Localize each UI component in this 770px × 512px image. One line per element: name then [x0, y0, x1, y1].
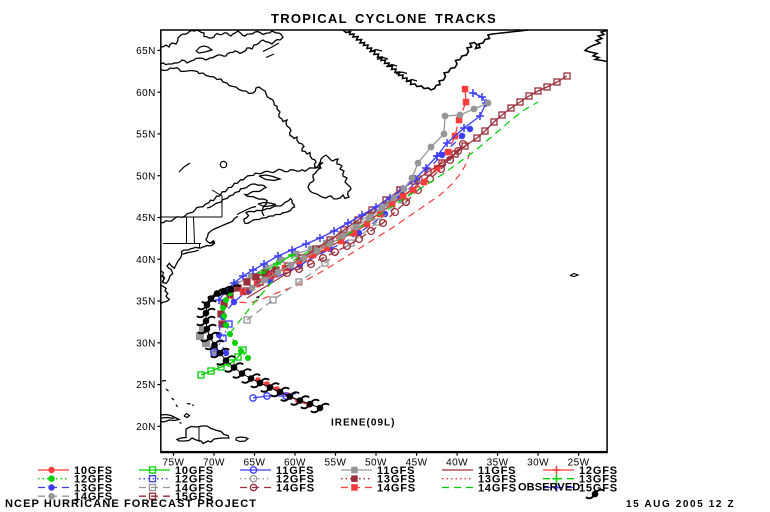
svg-text:45W: 45W	[406, 458, 428, 469]
svg-text:13GFS: 13GFS	[579, 474, 618, 486]
svg-text:15GFS: 15GFS	[175, 491, 214, 503]
svg-text:14GFS: 14GFS	[478, 482, 517, 494]
svg-text:12GFS: 12GFS	[175, 474, 214, 486]
svg-text:11GFS: 11GFS	[478, 465, 516, 477]
svg-text:10GFS: 10GFS	[74, 465, 113, 477]
svg-text:IRENE(09L): IRENE(09L)	[331, 418, 395, 429]
svg-text:14GFS: 14GFS	[276, 482, 315, 494]
svg-text:14GFS: 14GFS	[74, 491, 113, 503]
svg-text:50N: 50N	[136, 171, 156, 182]
svg-text:14GFS: 14GFS	[175, 482, 214, 494]
svg-text:OBSERVED: OBSERVED	[518, 482, 580, 494]
svg-text:TROPICAL CYCLONE TRACKS: TROPICAL CYCLONE TRACKS	[271, 11, 497, 26]
svg-text:65N: 65N	[136, 46, 156, 57]
svg-text:15GFS: 15GFS	[579, 482, 618, 494]
svg-text:60N: 60N	[136, 88, 156, 99]
svg-text:13GFS: 13GFS	[478, 474, 517, 486]
svg-text:35W: 35W	[487, 458, 509, 469]
svg-text:70W: 70W	[203, 458, 225, 469]
svg-text:NCEP HURRICANE FORECAST PROJEC: NCEP HURRICANE FORECAST PROJECT	[5, 498, 257, 510]
svg-text:14GFS: 14GFS	[377, 482, 416, 494]
svg-text:12GFS: 12GFS	[579, 465, 618, 477]
svg-text:11GFS: 11GFS	[377, 465, 415, 477]
svg-text:12GFS: 12GFS	[74, 474, 113, 486]
svg-text:65W: 65W	[244, 458, 266, 469]
svg-text:11GFS: 11GFS	[276, 465, 314, 477]
svg-text:30N: 30N	[136, 338, 156, 349]
svg-text:60W: 60W	[284, 458, 306, 469]
svg-text:25W: 25W	[568, 458, 590, 469]
svg-text:55N: 55N	[136, 130, 156, 141]
svg-text:25N: 25N	[136, 380, 156, 391]
svg-text:10GFS: 10GFS	[175, 465, 214, 477]
svg-text:40N: 40N	[136, 255, 156, 266]
svg-text:20N: 20N	[136, 422, 156, 433]
svg-text:40W: 40W	[446, 458, 468, 469]
svg-text:50W: 50W	[365, 458, 387, 469]
svg-text:75W: 75W	[163, 458, 185, 469]
svg-text:13GFS: 13GFS	[74, 482, 113, 494]
svg-text:35N: 35N	[136, 297, 156, 308]
svg-text:15 AUG 2005 12 Z: 15 AUG 2005 12 Z	[626, 499, 735, 510]
svg-text:12GFS: 12GFS	[276, 474, 315, 486]
svg-text:30W: 30W	[527, 458, 549, 469]
svg-text:45N: 45N	[136, 213, 156, 224]
svg-text:13GFS: 13GFS	[377, 474, 416, 486]
svg-text:55W: 55W	[325, 458, 347, 469]
